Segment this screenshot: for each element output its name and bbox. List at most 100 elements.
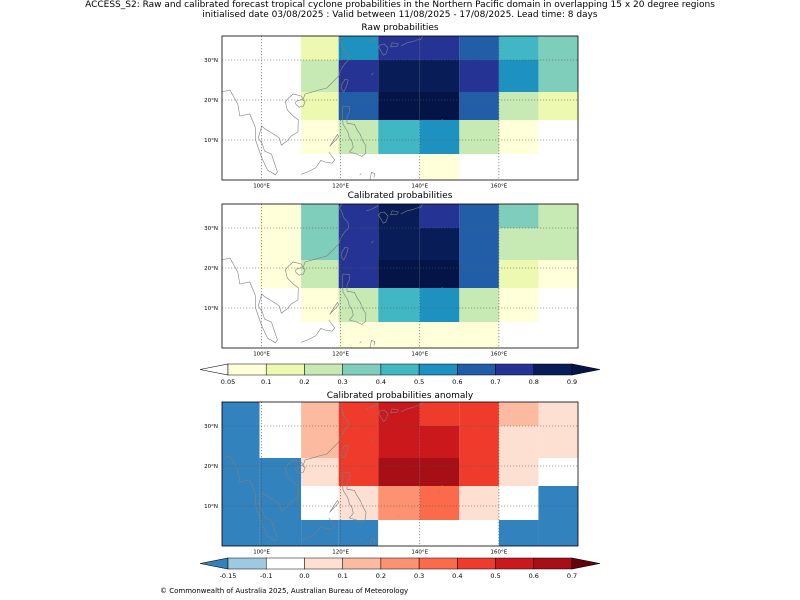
probability-cell: [498, 458, 539, 486]
probability-cell: [338, 288, 379, 322]
probability-cell: [301, 260, 339, 288]
probability-cell: [419, 426, 460, 458]
probability-cell: [222, 228, 260, 260]
coastline-segment: [366, 401, 379, 410]
probability-cell: [498, 520, 539, 546]
lon-tick-label: 140°E: [411, 352, 428, 358]
colorbar-segment: [265, 557, 305, 570]
probability-cell: [222, 288, 260, 322]
lon-tick-label: 160°E: [491, 184, 508, 190]
probability-cell: [459, 92, 499, 120]
probability-cell: [301, 92, 339, 120]
probability-cell: [459, 228, 499, 260]
probability-cell: [538, 458, 578, 486]
probability-cell: [259, 92, 302, 120]
coastline-segment: [300, 319, 336, 343]
colorbar-tick-label: 0.2: [299, 378, 309, 386]
probability-cell: [378, 120, 420, 154]
colorbar-segment: [495, 557, 535, 570]
map-panel-raw: 100°E 120°E 140°E 160°E 10°N 20°N 30°N: [204, 35, 579, 190]
probability-cell: [378, 322, 420, 348]
probability-cell: [419, 260, 460, 288]
colorbar-under-arrow: [199, 363, 229, 376]
colorbar-under-arrow: [199, 557, 229, 570]
colorbar-tick-label: 0.3: [414, 572, 424, 580]
probability-cell: [378, 486, 420, 520]
probability-cell: [419, 120, 460, 154]
probability-cell: [419, 154, 460, 180]
colorbar-tick-label: 0.4: [452, 572, 462, 580]
panel-title-anomaly: Calibrated probabilities anomaly: [326, 391, 474, 401]
colorbar-tick-label: -0.15: [220, 572, 237, 580]
probability-cell: [222, 92, 260, 120]
coastline-segment: [341, 273, 367, 325]
probability-cell: [498, 154, 539, 180]
probability-cell: [538, 36, 578, 60]
probability-cell: [222, 120, 260, 154]
probability-cell: [538, 402, 578, 426]
probability-cell: [301, 204, 339, 228]
coastline-segment: [437, 491, 440, 494]
probability-cell: [259, 120, 302, 154]
probability-cell: [459, 60, 499, 92]
panel-title-raw: Raw probabilities: [361, 23, 439, 33]
map-frame: [221, 35, 579, 181]
colorbar-over-arrow: [571, 557, 601, 570]
probability-cell: [419, 92, 460, 120]
probability-cell: [338, 120, 379, 154]
colorbar-tick-label: 0.05: [221, 378, 235, 386]
lon-tick-label: 120°E: [332, 184, 349, 190]
coastline-segment: [369, 537, 376, 547]
probability-cell: [459, 120, 499, 154]
probability-cell: [498, 426, 539, 458]
figure-title-line1: ACCESS_S2: Raw and calibrated forecast t…: [85, 0, 715, 10]
probability-cell: [338, 60, 379, 92]
probability-cell: [222, 204, 260, 228]
probability-cell: [222, 402, 260, 426]
lat-tick-label: 20°N: [204, 98, 218, 104]
probability-cell: [378, 426, 420, 458]
probability-cell: [259, 402, 302, 426]
coastline-segment: [441, 484, 443, 487]
coastline-segment: [221, 401, 349, 542]
map-panel-anomaly: 100°E 120°E 140°E 160°E 10°N 20°N 30°N: [204, 401, 579, 556]
probability-cell: [301, 288, 339, 322]
coastline-segment: [378, 409, 389, 422]
coastline-segment: [359, 539, 362, 542]
probability-cell: [419, 36, 460, 60]
probability-cell: [301, 154, 339, 180]
colorbar-tick-label: 0.5: [490, 572, 500, 580]
probability-cell: [378, 92, 420, 120]
colorbar-tick-label: 0.7: [490, 378, 500, 386]
colorbar-tick-label: 0.6: [452, 378, 462, 386]
coastline-segment: [221, 203, 349, 344]
copyright-notice: © Commonwealth of Australia 2025, Austra…: [160, 587, 409, 595]
coastline-segment: [437, 293, 440, 296]
coastline-segment: [340, 444, 349, 459]
coastline: [221, 203, 443, 349]
coastline-segment: [390, 210, 399, 216]
probability-cell: [338, 322, 379, 348]
probability-cell: [378, 60, 420, 92]
probability-cell: [538, 288, 578, 322]
colorbar-segment: [227, 363, 267, 376]
probability-cell: [538, 60, 578, 92]
probability-cell: [301, 402, 339, 426]
colorbar-segment: [533, 363, 573, 376]
coastline-segment: [369, 339, 376, 349]
probability-cell: [378, 520, 420, 546]
probability-cell: [222, 322, 260, 348]
probability-cell: [222, 154, 260, 180]
probability-cell: [538, 120, 578, 154]
lon-tick-label: 120°E: [332, 352, 349, 358]
colorbar-probability: 0.05 0.1 0.2 0.3 0.4 0.5 0.6 0.7 0.8 0.9: [199, 363, 601, 386]
coastline-segment: [329, 301, 340, 315]
colorbar-tick-label: 0.5: [414, 378, 424, 386]
probability-cell: [259, 60, 302, 92]
probability-cell: [222, 260, 260, 288]
coastline: [221, 401, 443, 547]
probability-cell: [378, 36, 420, 60]
coastline-segment: [400, 35, 424, 47]
lon-tick-label: 140°E: [411, 184, 428, 190]
probability-cell: [259, 288, 302, 322]
